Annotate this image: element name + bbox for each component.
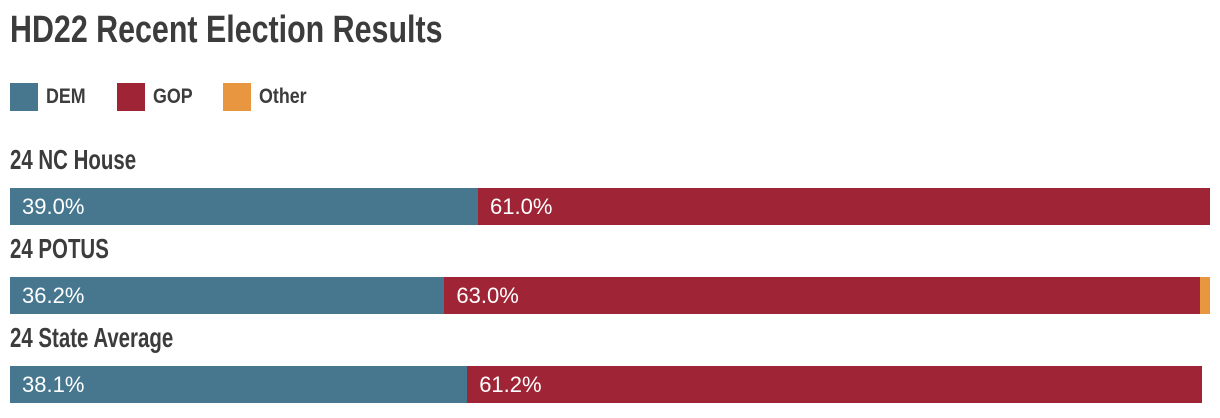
bar-track: 36.2% 63.0% — [10, 277, 1210, 314]
legend: DEM GOP Other — [10, 83, 1210, 111]
election-row: 24 POTUS 36.2% 63.0% — [10, 233, 1210, 314]
race-label: 24 State Average — [10, 322, 174, 353]
election-results-widget: HD22 Recent Election Results DEM GOP Oth… — [10, 9, 1210, 403]
other-bar-segment — [1200, 277, 1210, 314]
bar-track: 38.1% 61.2% — [10, 366, 1210, 403]
bar-track: 39.0% 61.0% — [10, 188, 1210, 225]
gop-bar-segment: 63.0% — [444, 277, 1201, 314]
dem-bar-segment: 38.1% — [10, 366, 468, 403]
gop-percent-label: 61.2% — [479, 371, 542, 397]
legend-item: DEM — [10, 83, 93, 111]
legend-label: DEM — [46, 85, 86, 108]
dem-percent-label: 36.2% — [22, 282, 85, 308]
dem-bar-segment: 36.2% — [10, 277, 445, 314]
gop-percent-label: 61.0% — [490, 193, 553, 219]
election-row: 24 State Average 38.1% 61.2% — [10, 322, 1210, 403]
election-row: 24 NC House 39.0% 61.0% — [10, 144, 1210, 225]
legend-color-swatch — [223, 83, 252, 111]
race-label: 24 POTUS — [10, 233, 109, 264]
legend-item: Other — [223, 83, 315, 111]
chart-rows: 24 NC House 39.0% 61.0% 24 POTUS 36.2% 6… — [10, 144, 1210, 403]
dem-percent-label: 38.1% — [22, 371, 85, 397]
race-label: 24 NC House — [10, 144, 137, 175]
gop-bar-segment: 61.0% — [478, 188, 1210, 225]
gop-bar-segment: 61.2% — [467, 366, 1202, 403]
dem-percent-label: 39.0% — [22, 193, 85, 219]
legend-label: GOP — [152, 85, 193, 108]
legend-item: GOP — [116, 83, 200, 111]
chart-title: HD22 Recent Election Results — [10, 9, 443, 51]
legend-color-swatch — [10, 83, 38, 111]
gop-percent-label: 63.0% — [456, 282, 519, 308]
legend-color-swatch — [116, 83, 145, 111]
dem-bar-segment: 39.0% — [10, 188, 478, 225]
legend-label: Other — [259, 85, 307, 108]
